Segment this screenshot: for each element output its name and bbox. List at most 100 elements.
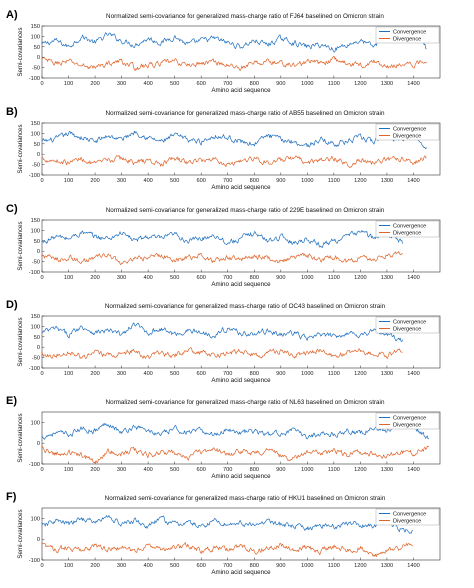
x-axis-label: Amino acid sequence: [211, 281, 271, 288]
y-tick-label: 100: [31, 34, 40, 40]
x-tick-label: 1100: [328, 371, 340, 377]
x-tick-label: 0: [40, 563, 43, 569]
series-line-convergence: [41, 230, 403, 248]
x-tick-label: 100: [64, 371, 73, 377]
x-tick-label: 800: [250, 467, 259, 473]
y-tick-label: 100: [31, 228, 40, 234]
legend-entry: Convergence: [393, 127, 426, 133]
y-tick-label: 0: [37, 152, 40, 158]
x-tick-label: 1200: [354, 563, 366, 569]
y-axis-label: Semi-covariances: [17, 124, 24, 173]
x-tick-label: 0: [40, 275, 43, 281]
x-tick-label: 1100: [328, 178, 340, 184]
x-tick-label: 500: [170, 563, 179, 569]
series-line-divergence: [41, 445, 430, 464]
y-tick-label: 100: [31, 324, 40, 330]
y-tick-label: 50: [34, 239, 40, 245]
x-tick-label: 1000: [301, 275, 313, 281]
y-tick-label: 0: [37, 249, 40, 255]
y-axis-label: Semi-covariances: [17, 509, 24, 558]
x-axis-label: Amino acid sequence: [211, 87, 271, 94]
plot-area-frame: [41, 219, 441, 273]
series-line-divergence: [41, 251, 403, 266]
x-tick-label: 100: [64, 178, 73, 184]
x-tick-label: 900: [276, 563, 285, 569]
x-tick-label: 200: [90, 81, 99, 87]
y-tick-label: 100: [31, 420, 40, 426]
chart-panel: E) Normalized semi-covariance for general…: [6, 395, 441, 480]
chart-panel: D) Normalized semi-covariance for general…: [6, 299, 441, 384]
series-line-divergence: [41, 55, 427, 72]
chart-panel: B) Normalized semi-covariance for general…: [6, 106, 441, 191]
x-tick-label: 500: [170, 81, 179, 87]
legend-entry: Convergence: [393, 512, 426, 518]
y-tick-label: -100: [29, 366, 40, 372]
legend-box: [375, 508, 440, 526]
x-tick-label: 300: [117, 275, 126, 281]
x-tick-label: 300: [117, 563, 126, 569]
x-tick-label: 500: [170, 275, 179, 281]
x-tick-label: 700: [223, 467, 232, 473]
y-tick-label: 50: [34, 45, 40, 51]
y-tick-label: 150: [31, 218, 40, 224]
y-tick-label: 0: [37, 55, 40, 61]
x-tick-label: 0: [40, 467, 43, 473]
x-tick-label: 1300: [381, 563, 393, 569]
y-tick-label: 0: [37, 345, 40, 351]
x-tick-label: 200: [90, 275, 99, 281]
series-line-divergence: [41, 347, 403, 359]
x-tick-label: 700: [223, 81, 232, 87]
y-tick-label: -100: [29, 270, 40, 276]
legend-box: [375, 316, 440, 334]
y-tick-label: 150: [31, 314, 40, 320]
panel-letter: A): [6, 9, 18, 21]
legend-entry: Divergence: [393, 423, 421, 429]
plot-area-frame: [41, 507, 441, 561]
x-tick-label: 200: [90, 178, 99, 184]
x-tick-label: 1400: [407, 563, 419, 569]
x-tick-label: 1300: [381, 275, 393, 281]
plot-area-frame: [41, 122, 441, 176]
x-axis-label: Amino acid sequence: [211, 473, 271, 480]
legend-box: [375, 26, 440, 44]
x-tick-label: 900: [276, 81, 285, 87]
x-tick-label: 0: [40, 178, 43, 184]
x-tick-label: 400: [143, 275, 152, 281]
x-tick-label: 400: [143, 81, 152, 87]
chart-title: Normalized semi-covariance for generaliz…: [106, 207, 385, 214]
x-tick-label: 700: [223, 563, 232, 569]
x-tick-label: 300: [117, 467, 126, 473]
x-tick-label: 700: [223, 371, 232, 377]
x-tick-label: 500: [170, 371, 179, 377]
x-tick-label: 700: [223, 275, 232, 281]
x-tick-label: 700: [223, 178, 232, 184]
x-tick-label: 400: [143, 467, 152, 473]
x-tick-label: 1000: [301, 371, 313, 377]
y-axis-label: Semi-covariances: [17, 317, 24, 366]
x-tick-label: 1200: [354, 467, 366, 473]
x-tick-label: 500: [170, 467, 179, 473]
x-tick-label: 200: [90, 563, 99, 569]
x-tick-label: 1300: [381, 371, 393, 377]
chart-panel: F) Normalized semi-covariance for general…: [6, 491, 441, 576]
y-tick-label: 0: [37, 537, 40, 543]
y-tick-label: 100: [31, 516, 40, 522]
panel-letter: F): [6, 491, 17, 503]
series-line-convergence: [41, 130, 427, 150]
x-tick-label: 300: [117, 81, 126, 87]
x-tick-label: 300: [117, 371, 126, 377]
legend-entry: Convergence: [393, 320, 426, 326]
chart-title: Normalized semi-covariance for generaliz…: [105, 303, 386, 310]
legend-entry: Convergence: [393, 30, 426, 36]
y-tick-label: -100: [29, 173, 40, 179]
x-tick-label: 1000: [301, 563, 313, 569]
x-tick-label: 300: [117, 178, 126, 184]
x-axis-label: Amino acid sequence: [211, 184, 271, 191]
x-tick-label: 900: [276, 275, 285, 281]
y-tick-label: 50: [34, 142, 40, 148]
x-tick-label: 100: [64, 275, 73, 281]
x-tick-label: 400: [143, 371, 152, 377]
series-line-convergence: [41, 322, 403, 342]
chart-title: Normalized semi-covariance for generaliz…: [106, 110, 385, 117]
series-line-convergence: [41, 418, 429, 440]
